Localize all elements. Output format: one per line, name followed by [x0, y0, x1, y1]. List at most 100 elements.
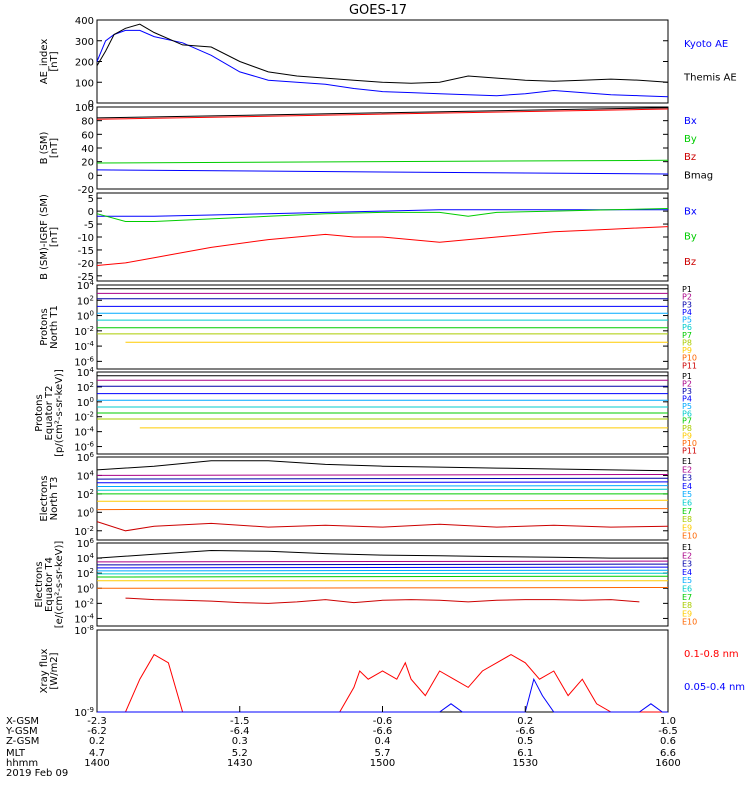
y-tick-label: -20: [78, 185, 94, 196]
legend-entry: P4: [682, 394, 692, 403]
series-e1: [96, 549, 668, 559]
x-row-value: 0.2: [517, 716, 533, 727]
legend-entry: P6: [682, 409, 692, 418]
legend-entry: E9: [682, 523, 692, 532]
legend-entry: P1: [682, 372, 692, 381]
y-tick-label: 5: [88, 194, 94, 205]
legend-entry: P3: [682, 300, 692, 309]
x-row-value: -6.6: [373, 726, 393, 737]
legend-entry: P3: [682, 387, 692, 396]
legend-entry: P4: [682, 308, 692, 317]
series-e1: [96, 460, 669, 472]
series-kyoto-ae: [96, 29, 669, 98]
x-row-value: 0.2: [89, 736, 105, 747]
legend-entry: Bz: [684, 152, 696, 163]
legend-entry: E8: [682, 515, 692, 524]
y-axis-label: [nT]: [49, 227, 60, 247]
series-bx: [96, 169, 669, 175]
legend-entry: E6: [682, 585, 692, 594]
legend-entry: 0.1-0.8 nm: [684, 649, 739, 660]
legend-entry: E8: [682, 601, 692, 610]
y-tick-label: 104: [77, 469, 95, 482]
y-tick-label: 10-2: [74, 597, 94, 610]
x-row-value: 6.6: [660, 748, 676, 759]
x-row-value: 0.3: [232, 736, 248, 747]
x-row-value: 6.1: [517, 748, 533, 759]
y-axis-label: B (SM)-IGRF (SM): [39, 194, 50, 280]
y-axis-label: [p/(cm²-s-sr-keV)]: [54, 369, 65, 457]
legend-entry: E5: [682, 576, 692, 585]
y-tick-label: 10-2: [74, 525, 94, 538]
y-tick-label: 10-4: [74, 340, 94, 353]
legend-entry: E3: [682, 474, 692, 483]
x-row-label: Z-GSM: [6, 736, 39, 747]
y-axis-label: Xray flux: [39, 649, 50, 694]
y-axis-label: Electrons: [39, 475, 50, 521]
y-tick-label: -10: [78, 233, 94, 244]
x-row-value: -2.3: [87, 716, 107, 727]
legend-entry: P2: [682, 379, 692, 388]
legend-entry: P9: [682, 346, 692, 355]
panel-2: -20 0 20 40 60 80 100 B (SM) [nT] Bx By Bz Bmag: [39, 103, 713, 196]
legend-entry: E9: [682, 609, 692, 618]
series-e5: [96, 569, 669, 572]
x-row-value: -6.6: [515, 726, 535, 737]
y-tick-label: 10-2: [74, 325, 94, 338]
y-tick-label: 106: [77, 451, 95, 464]
panel-frame: [96, 284, 669, 370]
legend-entry: Bz: [684, 257, 696, 268]
legend-entry: P10: [682, 354, 697, 363]
series-bz: [96, 226, 669, 266]
legend-entry: E2: [682, 551, 692, 560]
series-e6: [96, 572, 669, 575]
x-row-value: 1430: [227, 758, 252, 769]
y-tick-label: 102: [77, 488, 94, 501]
y-tick-label: 106: [77, 537, 95, 550]
y-tick-label: 0: [88, 171, 94, 182]
x-axis-table: X-GSM -2.3 -1.5 -0.6 0.2 1.0 Y-GSM -6.2 -6.4 -6.6…: [5, 706, 681, 779]
legend-entry: E7: [682, 507, 692, 516]
y-tick-label: 80: [81, 117, 94, 128]
legend-entry: Bx: [684, 116, 697, 127]
y-tick-label: 60: [81, 130, 94, 141]
legend-entry: E7: [682, 593, 692, 602]
legend-entry: E4: [682, 482, 692, 491]
y-tick-label: 100: [75, 103, 94, 114]
legend-entry: E10: [682, 618, 697, 627]
x-row-value: -0.6: [373, 716, 393, 727]
y-tick-label: 40: [81, 144, 94, 155]
y-tick-label: 104: [77, 366, 95, 379]
y-tick-label: 100: [77, 582, 94, 595]
y-axis-label: [W/m2]: [49, 652, 60, 689]
x-row-value: 5.7: [375, 748, 391, 759]
series-bx: [97, 209, 668, 217]
x-row-value: -6.2: [87, 726, 107, 737]
y-axis-label: Equator T2: [44, 386, 55, 441]
legend-entry: P5: [682, 402, 692, 411]
series-e3: [96, 477, 669, 480]
y-axis-label: [nT]: [49, 51, 60, 71]
series-themis-ae: [96, 23, 669, 84]
y-tick-label: 100: [77, 396, 94, 409]
legend-entry: P2: [682, 293, 692, 302]
y-tick-label: 104: [77, 552, 95, 565]
legend-entry: E1: [682, 543, 692, 552]
series-e9: [96, 508, 669, 511]
y-tick-label: -20: [78, 259, 94, 270]
legend-entry: E10: [682, 532, 697, 541]
legend-entry: E3: [682, 560, 692, 569]
series-by: [96, 159, 669, 164]
legend-entry: P5: [682, 316, 692, 325]
legend-entry: P9: [682, 432, 692, 441]
y-tick-label: 104: [77, 279, 95, 292]
y-axis-label: AE_index: [39, 39, 50, 85]
series-e2: [96, 474, 669, 476]
x-row-value: 1.0: [660, 716, 676, 727]
legend-entry: P8: [682, 424, 692, 433]
y-tick-label: 102: [77, 567, 94, 580]
legend-entry: P7: [682, 417, 692, 426]
panel-1: 0 100 200 300 400 AE_index [nT] Kyoto AE Themis …: [39, 16, 737, 110]
panel-frame: [96, 456, 669, 541]
